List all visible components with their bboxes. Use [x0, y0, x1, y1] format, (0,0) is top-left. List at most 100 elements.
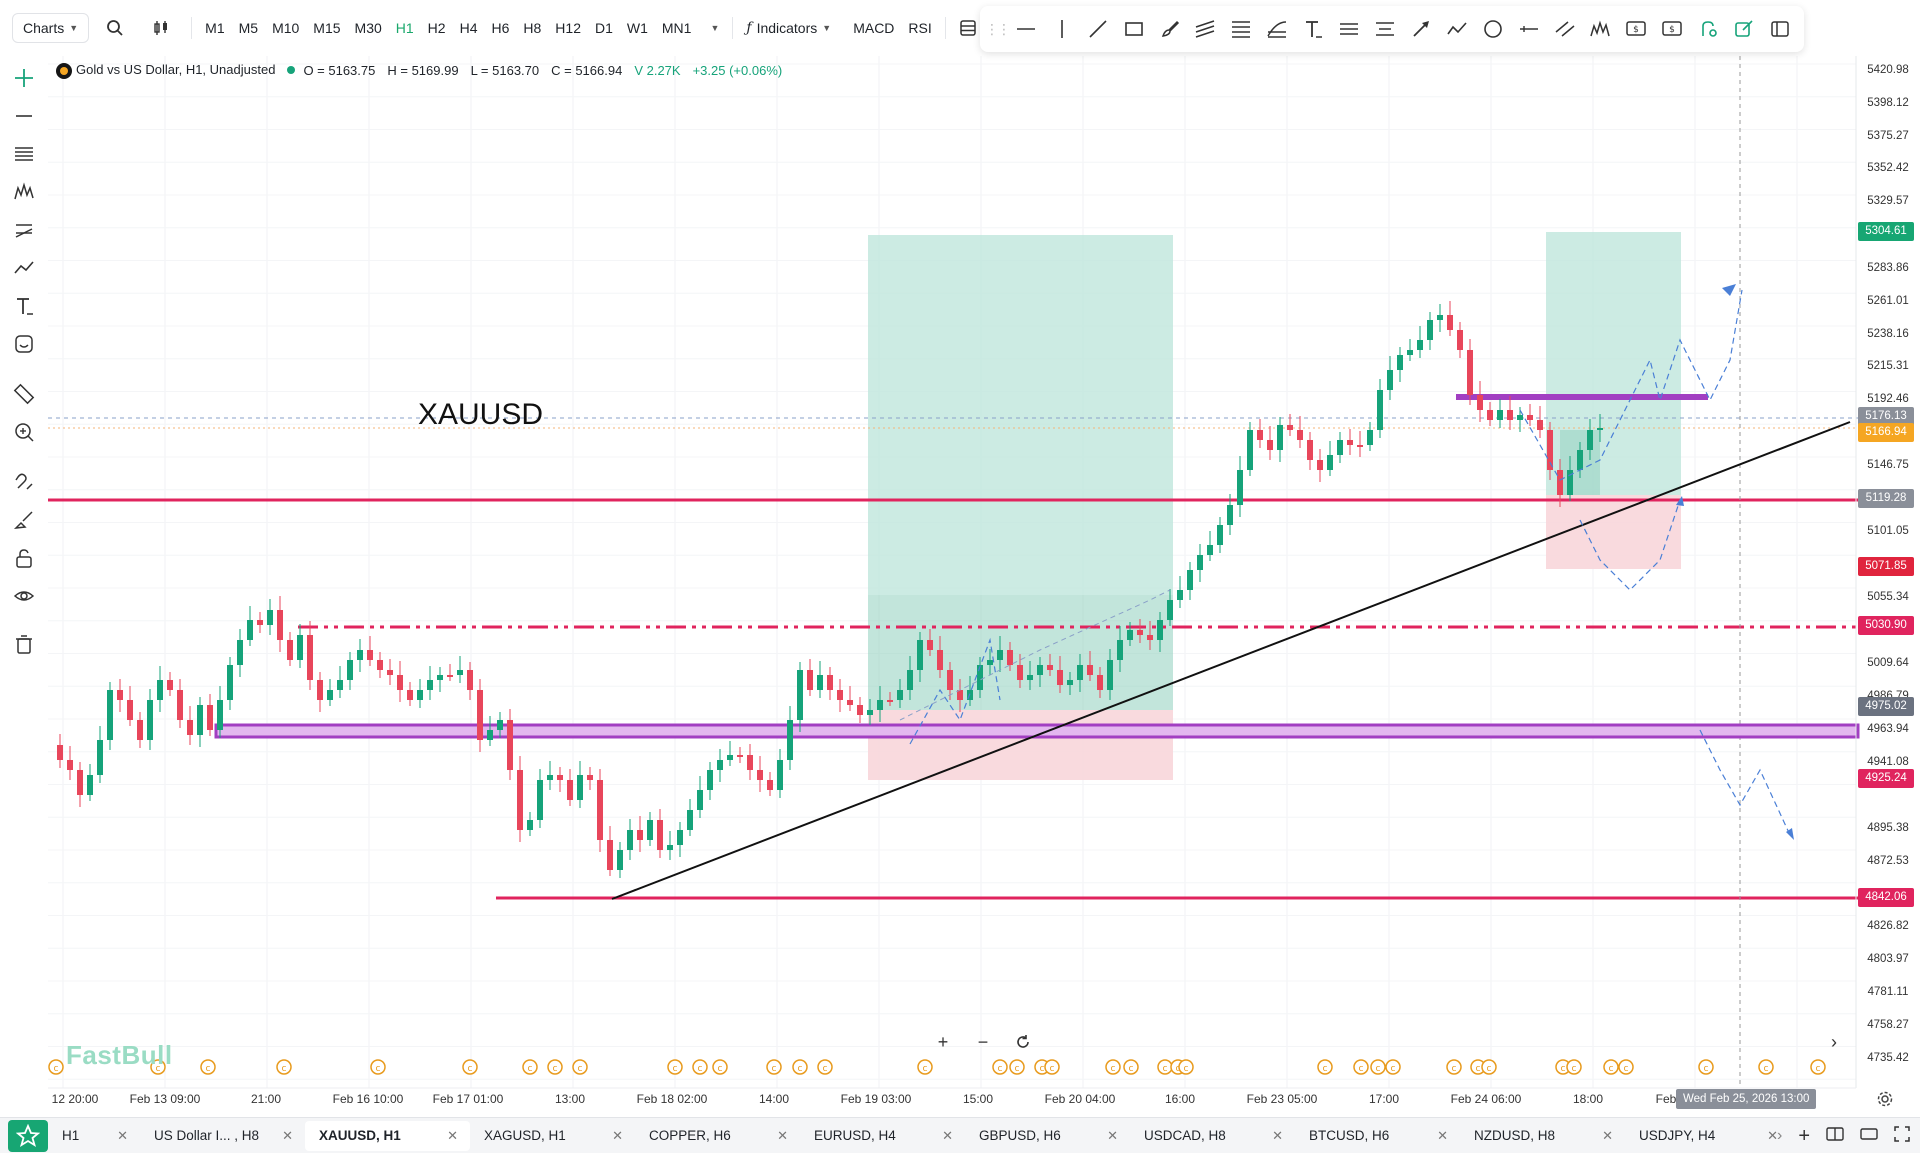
- fib-tool[interactable]: [8, 138, 40, 170]
- symbol-tab[interactable]: USDCAD, H8 ✕: [1130, 1121, 1295, 1151]
- vertical-line-tool[interactable]: [1044, 11, 1080, 47]
- timeframe-m5[interactable]: M5: [238, 20, 259, 36]
- timeframe-w1[interactable]: W1: [626, 20, 648, 36]
- tab-label: USDJPY, H4: [1639, 1128, 1716, 1143]
- price-range-tool[interactable]: [1367, 11, 1403, 47]
- arrow-tool[interactable]: [1403, 11, 1439, 47]
- pattern-tool[interactable]: [8, 176, 40, 208]
- symbol-tab[interactable]: BTCUSD, H6 ✕: [1295, 1121, 1460, 1151]
- trend-line-tool[interactable]: [1080, 11, 1116, 47]
- long-position-tool[interactable]: $: [1618, 11, 1654, 47]
- fullscreen-button[interactable]: [1894, 1125, 1910, 1147]
- indicators-button[interactable]: ƒ Indicators ▼: [739, 12, 838, 44]
- emoji-tool[interactable]: [8, 328, 40, 360]
- text-tool[interactable]: [8, 290, 40, 322]
- timeframe-d1[interactable]: D1: [594, 20, 613, 36]
- zoom-in-button[interactable]: +: [937, 1031, 949, 1052]
- timeframe-h1[interactable]: H1: [395, 20, 414, 36]
- timeframe-h12[interactable]: H12: [555, 20, 581, 36]
- close-tab-icon[interactable]: ✕: [1437, 1127, 1448, 1143]
- symbol-tab[interactable]: EURUSD, H4 ✕: [800, 1121, 965, 1151]
- timeframe-h2[interactable]: H2: [427, 20, 446, 36]
- delete-drawings-button[interactable]: [8, 628, 40, 660]
- symbol-tab[interactable]: NZDUSD, H8 ✕: [1460, 1121, 1625, 1151]
- close-tab-icon[interactable]: ✕: [1767, 1127, 1778, 1143]
- measure-tool[interactable]: [1511, 11, 1547, 47]
- close-tab-icon[interactable]: ✕: [612, 1127, 623, 1143]
- timeframe-h6[interactable]: H6: [491, 20, 510, 36]
- scroll-tabs-right-icon[interactable]: ›: [1776, 1127, 1783, 1144]
- timeframe-m15[interactable]: M15: [313, 20, 341, 36]
- forecast-tool[interactable]: [8, 252, 40, 284]
- style-tool[interactable]: [8, 504, 40, 536]
- symbol-tab[interactable]: H1 ✕: [48, 1121, 140, 1151]
- double-line-tool[interactable]: [1547, 11, 1583, 47]
- event-marker-glyph: c: [1176, 1064, 1181, 1074]
- crosshair-tool[interactable]: [8, 62, 40, 94]
- collapse-drawbar-button[interactable]: [1762, 11, 1798, 47]
- fib-extension-tool[interactable]: [1259, 11, 1295, 47]
- horizontal-ray-tool[interactable]: [1331, 11, 1367, 47]
- line-tool[interactable]: [8, 100, 40, 132]
- timeframe-mn1[interactable]: MN1: [661, 20, 692, 36]
- close-tab-icon[interactable]: ✕: [1272, 1127, 1283, 1143]
- fib-retracement-tool[interactable]: [1223, 11, 1259, 47]
- horizontal-line-tool[interactable]: [1008, 11, 1044, 47]
- scroll-to-realtime-button[interactable]: ›: [1831, 1031, 1837, 1052]
- close-tab-icon[interactable]: ✕: [447, 1127, 458, 1143]
- magnet-tool[interactable]: [8, 466, 40, 498]
- symbol-tab[interactable]: XAUUSD, H1 ✕: [305, 1120, 470, 1151]
- symbol-tab[interactable]: GBPUSD, H6 ✕: [965, 1121, 1130, 1151]
- zoom-out-button[interactable]: −: [977, 1031, 989, 1052]
- single-layout-button[interactable]: [1860, 1127, 1878, 1146]
- add-tab-button[interactable]: +: [1798, 1124, 1810, 1147]
- reset-chart-button[interactable]: [1008, 1030, 1038, 1054]
- pattern-tool[interactable]: [1583, 11, 1619, 47]
- split-layout-button[interactable]: [1826, 1126, 1844, 1146]
- parallel-channel-tool[interactable]: [1188, 11, 1224, 47]
- rectangle-tool[interactable]: [1116, 11, 1152, 47]
- close-tab-icon[interactable]: ✕: [1602, 1127, 1613, 1143]
- polyline-tool[interactable]: [1439, 11, 1475, 47]
- short-position-tool[interactable]: $: [1654, 11, 1690, 47]
- projection-icon: [15, 224, 33, 238]
- favorites-button[interactable]: [8, 1119, 48, 1152]
- timeframe-h8[interactable]: H8: [523, 20, 542, 36]
- close-tab-icon[interactable]: ✕: [1107, 1127, 1118, 1143]
- candle-body: [457, 670, 463, 675]
- rsi-indicator-button[interactable]: RSI: [908, 20, 932, 36]
- axis-settings-button[interactable]: [1876, 1090, 1896, 1110]
- hide-drawings-button[interactable]: [8, 580, 40, 612]
- close-tab-icon[interactable]: ✕: [777, 1127, 788, 1143]
- timeframe-more-button[interactable]: ▼: [698, 12, 726, 44]
- layout-button[interactable]: [952, 12, 984, 44]
- ruler-tool[interactable]: [8, 378, 40, 410]
- charts-menu-button[interactable]: Charts ▼: [12, 13, 90, 43]
- timeframe-h4[interactable]: H4: [459, 20, 478, 36]
- close-tab-icon[interactable]: ✕: [282, 1127, 293, 1143]
- symbol-tab[interactable]: USDJPY, H4 ✕: [1625, 1121, 1790, 1151]
- close-tab-icon[interactable]: ✕: [942, 1127, 953, 1143]
- zoom-tool[interactable]: [8, 416, 40, 448]
- chart-text-annotation[interactable]: XAUUSD: [418, 398, 544, 431]
- symbol-search-button[interactable]: [99, 12, 131, 44]
- symbol-tab[interactable]: XAGUSD, H1 ✕: [470, 1121, 635, 1151]
- brush-tool[interactable]: [1152, 11, 1188, 47]
- drag-handle[interactable]: ⋮⋮: [985, 20, 1011, 37]
- lock-drawings-button[interactable]: [8, 542, 40, 574]
- chart-type-button[interactable]: [145, 12, 177, 44]
- ellipse-tool[interactable]: [1475, 11, 1511, 47]
- timeframe-m10[interactable]: M10: [272, 20, 300, 36]
- timeframe-m1[interactable]: M1: [205, 20, 225, 36]
- symbol-tab[interactable]: COPPER, H6 ✕: [635, 1121, 800, 1151]
- symbol-tab[interactable]: US Dollar I... , H8 ✕: [140, 1121, 305, 1151]
- timeframe-m30[interactable]: M30: [354, 20, 382, 36]
- projection-tool[interactable]: [8, 214, 40, 246]
- alert-tool[interactable]: [1690, 11, 1726, 47]
- open-external-button[interactable]: [1726, 11, 1762, 47]
- close-tab-icon[interactable]: ✕: [117, 1127, 128, 1143]
- text-tool[interactable]: [1295, 11, 1331, 47]
- macd-indicator-button[interactable]: MACD: [853, 20, 895, 36]
